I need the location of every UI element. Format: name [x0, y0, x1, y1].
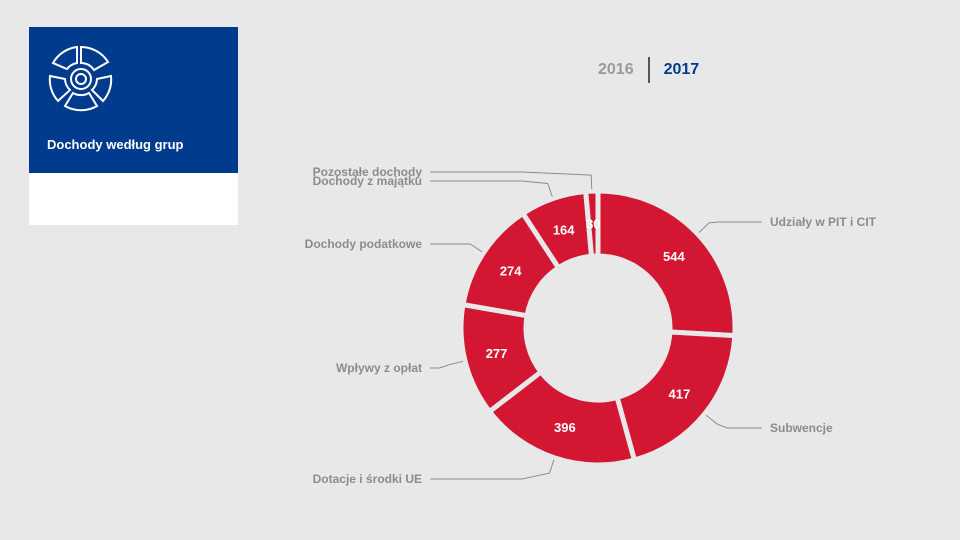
callout-line: [430, 171, 593, 190]
donut-slice[interactable]: [614, 329, 738, 464]
category-card: Dochody według grup: [29, 27, 238, 225]
callout-line: [430, 243, 483, 253]
year-divider: [647, 57, 650, 83]
donut-slice[interactable]: [583, 188, 601, 260]
category-card-header: Dochody według grup: [29, 27, 238, 173]
slice-value-label: 30: [586, 217, 600, 232]
card-title: Dochody według grup: [47, 137, 184, 152]
year-tab-2017[interactable]: 2017: [663, 61, 700, 78]
callout-line: [430, 360, 464, 369]
callout-label: Wpływy z opłat: [336, 361, 422, 375]
callout-label: Subwencje: [770, 421, 833, 435]
donut-segments-icon: [48, 45, 113, 112]
slice-value-label: 396: [554, 420, 576, 435]
slice-value-label: 544: [663, 249, 685, 264]
callout-label: Dochody z majątku: [313, 174, 422, 188]
callout-line: [698, 221, 762, 233]
callout-label: Dotacje i środki UE: [313, 472, 422, 486]
year-tab-2016[interactable]: 2016: [598, 61, 634, 78]
donut-slice[interactable]: [595, 188, 738, 339]
callout-line: [430, 180, 553, 197]
callout-line: [705, 414, 762, 429]
slice-value-label: 164: [553, 222, 575, 237]
year-switcher: 2016 2017: [598, 57, 700, 83]
callout-label: Udziały w PIT i CIT: [770, 215, 877, 229]
slice-value-label: 274: [500, 264, 522, 279]
slice-value-label: 417: [669, 387, 691, 402]
slice-value-label: 277: [486, 346, 508, 361]
callout-line: [430, 459, 555, 480]
callout-label: Dochody podatkowe: [305, 237, 423, 251]
callout-label: Pozostałe dochody: [313, 165, 423, 179]
